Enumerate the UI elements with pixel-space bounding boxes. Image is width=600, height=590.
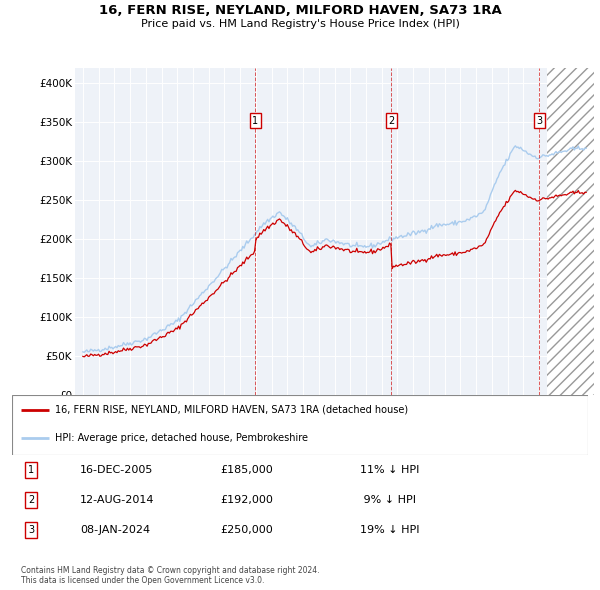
Text: £192,000: £192,000 [220,495,273,505]
Text: £185,000: £185,000 [220,465,273,475]
Text: £250,000: £250,000 [220,525,273,535]
Text: 16, FERN RISE, NEYLAND, MILFORD HAVEN, SA73 1RA (detached house): 16, FERN RISE, NEYLAND, MILFORD HAVEN, S… [55,405,409,415]
Text: 1: 1 [28,465,34,475]
Text: 3: 3 [28,525,34,535]
Text: 11% ↓ HPI: 11% ↓ HPI [360,465,419,475]
Text: Contains HM Land Registry data © Crown copyright and database right 2024.
This d: Contains HM Land Registry data © Crown c… [21,566,320,585]
Text: 16-DEC-2005: 16-DEC-2005 [80,465,154,475]
Text: 3: 3 [536,116,542,126]
Text: 9% ↓ HPI: 9% ↓ HPI [360,495,416,505]
Text: 2: 2 [388,116,395,126]
Text: 1: 1 [252,116,258,126]
Text: 08-JAN-2024: 08-JAN-2024 [80,525,150,535]
Text: Price paid vs. HM Land Registry's House Price Index (HPI): Price paid vs. HM Land Registry's House … [140,19,460,29]
Bar [547,68,594,395]
Text: 16, FERN RISE, NEYLAND, MILFORD HAVEN, SA73 1RA: 16, FERN RISE, NEYLAND, MILFORD HAVEN, S… [98,4,502,17]
Text: 2: 2 [28,495,34,505]
Bar [547,68,594,395]
Text: 12-AUG-2014: 12-AUG-2014 [80,495,155,505]
FancyBboxPatch shape [12,395,588,455]
Text: HPI: Average price, detached house, Pembrokeshire: HPI: Average price, detached house, Pemb… [55,433,308,443]
Text: 19% ↓ HPI: 19% ↓ HPI [360,525,419,535]
